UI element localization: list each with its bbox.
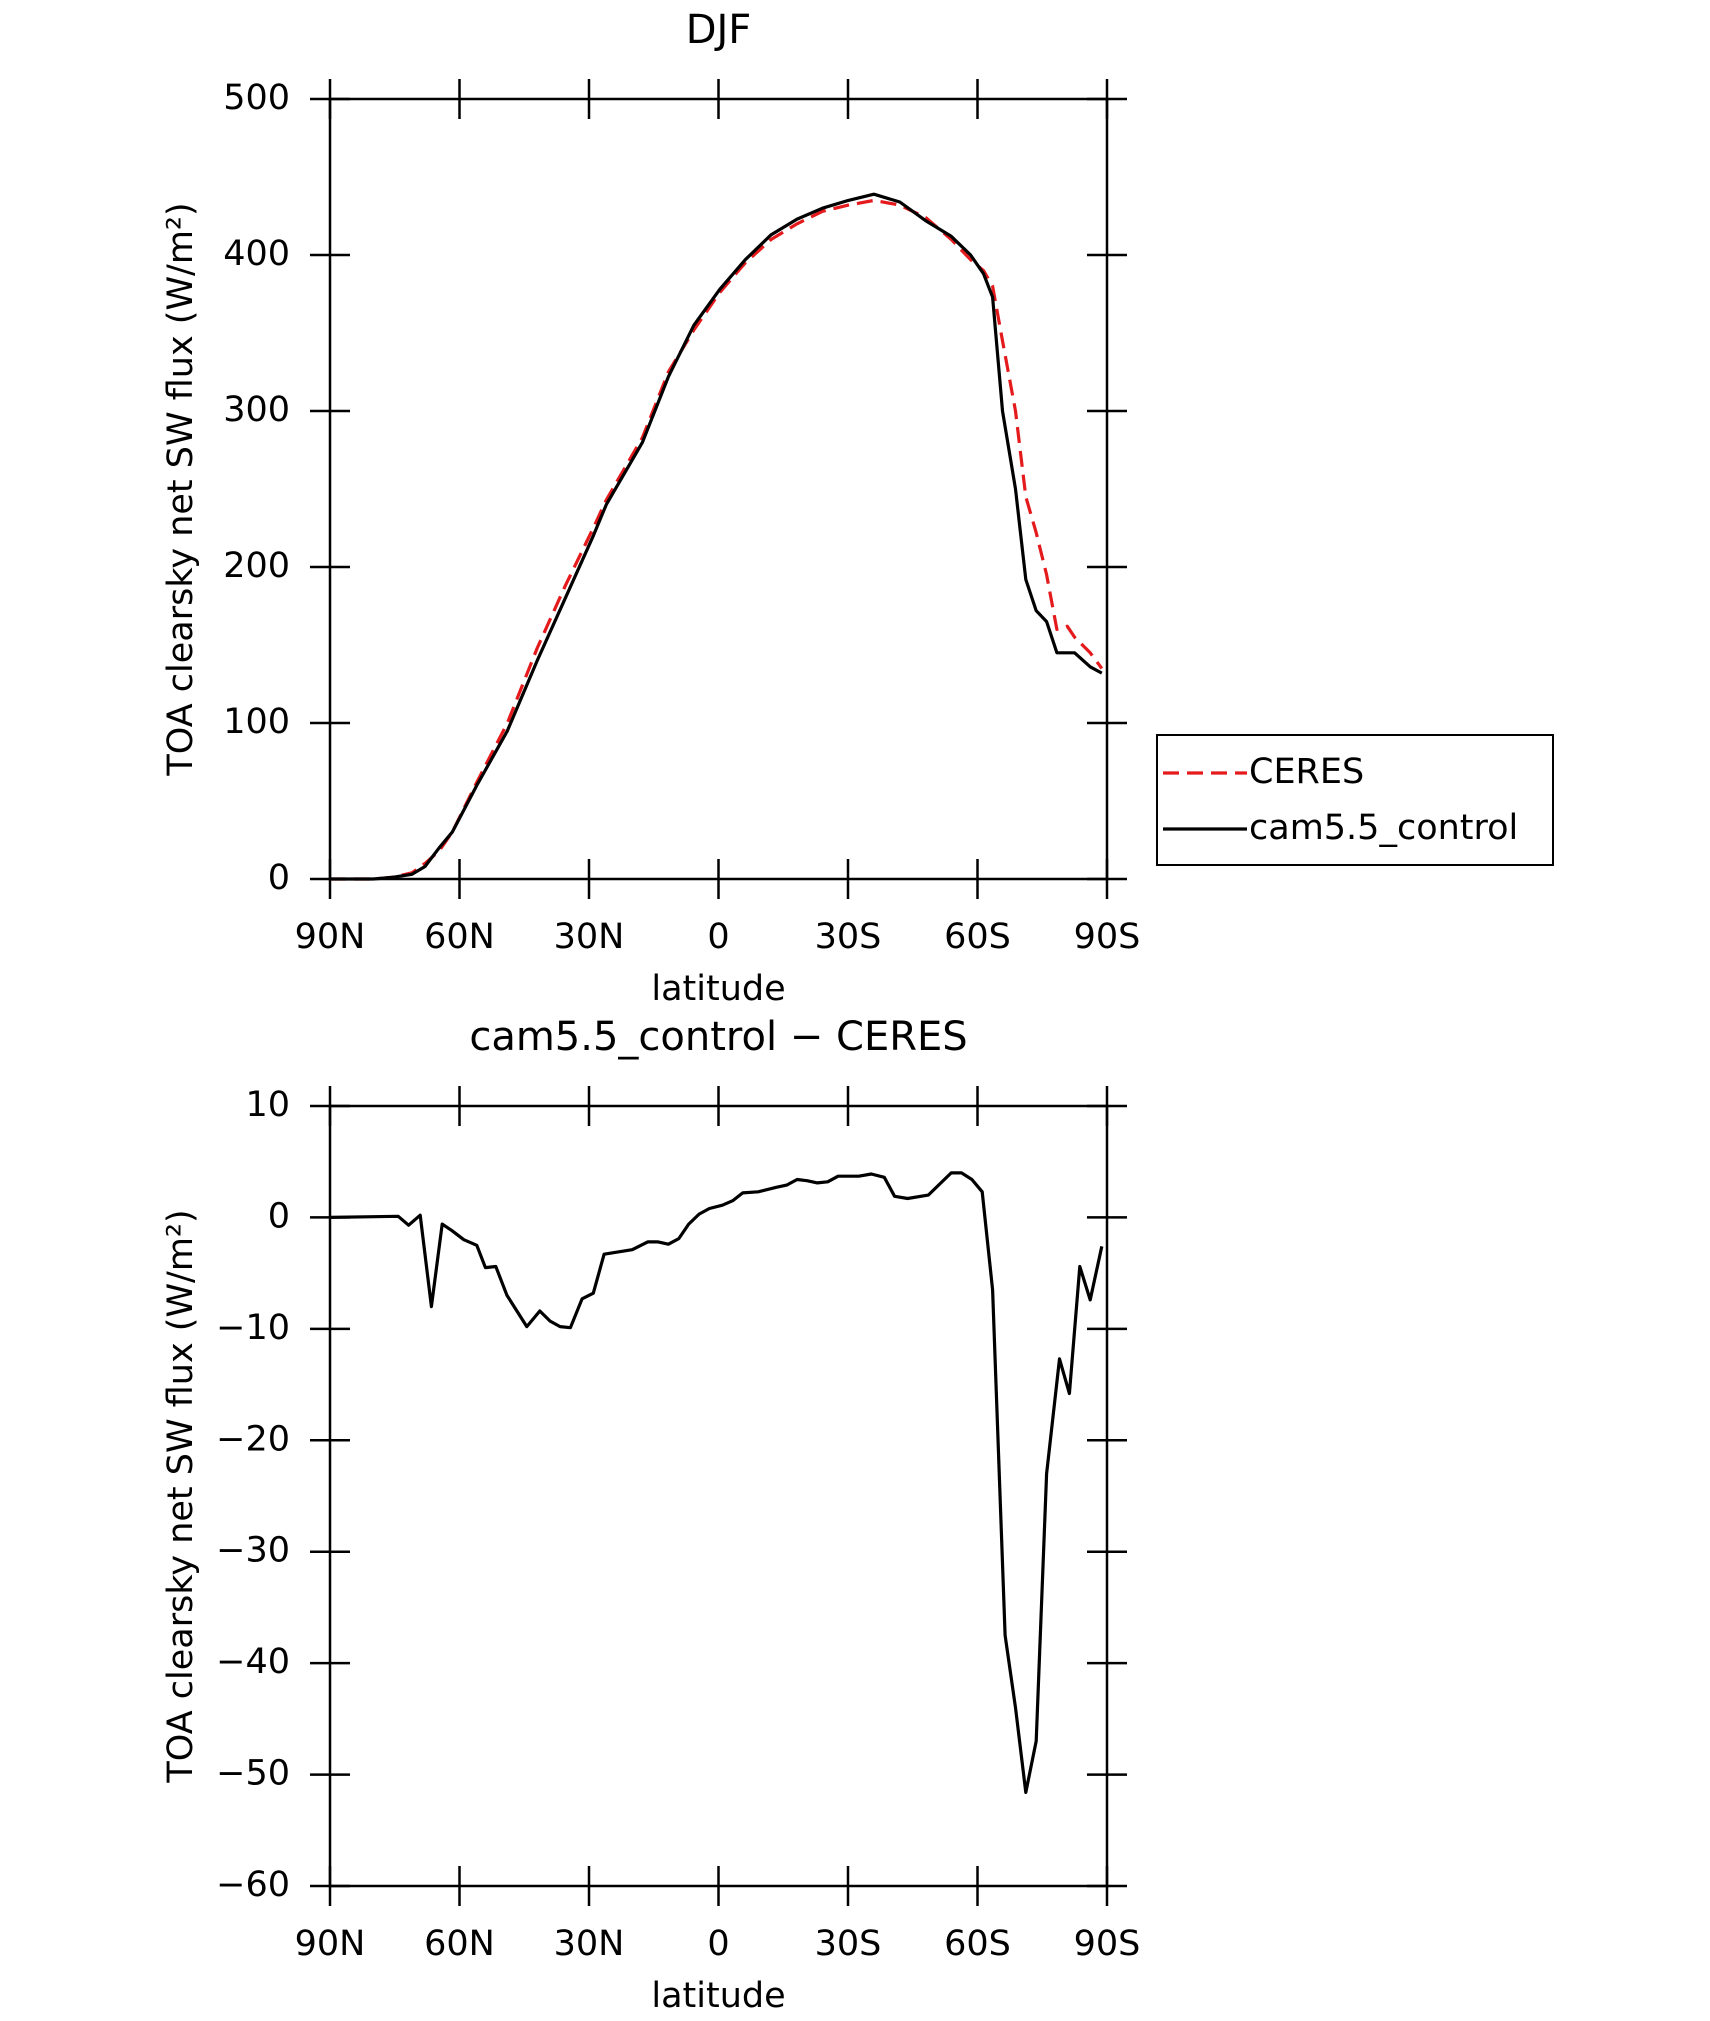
x-tick-label: 30N: [554, 1924, 625, 1964]
plot-frame: [328, 97, 1109, 881]
x-tick-label: 60S: [944, 917, 1011, 957]
chart-title: cam5.5_control − CERES: [469, 1014, 967, 1060]
x-tick-label: 30N: [554, 917, 625, 957]
x-tick-label: 90S: [1074, 917, 1141, 957]
y-tick-label: 400: [223, 234, 290, 274]
y-tick-label: 500: [223, 78, 290, 118]
x-tick-label: 60S: [944, 1924, 1011, 1964]
y-tick-label: 10: [245, 1085, 290, 1125]
y-tick-label: 0: [268, 858, 290, 898]
x-tick-label: 30S: [815, 917, 882, 957]
y-tick-label: −60: [216, 1865, 290, 1905]
x-tick-label: 0: [707, 1924, 729, 1964]
legend-box: [1156, 734, 1554, 866]
x-tick-label: 0: [707, 917, 729, 957]
y-tick-label: −30: [216, 1531, 290, 1571]
y-tick-label: −20: [216, 1419, 290, 1459]
data-line: [330, 198, 1104, 881]
x-tick-label: 90N: [295, 1924, 366, 1964]
x-tick-label: 30S: [815, 1924, 882, 1964]
y-tick-label: −50: [216, 1754, 290, 1794]
plot-frame: [328, 1104, 1109, 1888]
legend-label: cam5.5_control: [1249, 808, 1518, 848]
x-axis-label: latitude: [651, 1976, 785, 2016]
y-tick-label: 300: [223, 390, 290, 430]
legend-label: CERES: [1249, 752, 1364, 792]
y-tick-label: 0: [268, 1196, 290, 1236]
chart-title: DJF: [686, 7, 752, 53]
y-axis-label: TOA clearsky net SW flux (W/m²): [161, 202, 201, 776]
y-tick-label: −40: [216, 1642, 290, 1682]
data-line: [330, 192, 1103, 881]
y-tick-label: 200: [223, 546, 290, 586]
x-tick-label: 90N: [295, 917, 366, 957]
data-line: [329, 1171, 1104, 1794]
x-tick-label: 60N: [424, 1924, 495, 1964]
x-tick-label: 60N: [424, 917, 495, 957]
x-axis-label: latitude: [651, 969, 785, 1009]
y-axis-label: TOA clearsky net SW flux (W/m²): [161, 1209, 201, 1783]
y-tick-label: −10: [216, 1308, 290, 1348]
x-tick-label: 90S: [1074, 1924, 1141, 1964]
y-tick-label: 100: [223, 702, 290, 742]
